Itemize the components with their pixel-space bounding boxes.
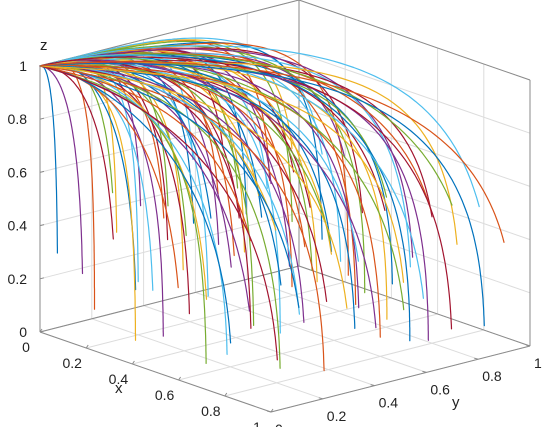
floor-grid-line bbox=[91, 318, 323, 400]
floor-grid-line bbox=[247, 278, 479, 360]
x-tick-mark bbox=[85, 344, 89, 349]
z-tick-mark bbox=[39, 330, 45, 333]
wall-grid-line bbox=[298, 212, 531, 294]
y-tick-mark bbox=[370, 384, 375, 387]
box-edge bbox=[298, 0, 531, 81]
z-tick-label: 0.2 bbox=[8, 271, 28, 287]
floor-grid-line bbox=[132, 297, 392, 365]
wall-grid-line bbox=[39, 212, 300, 280]
wall-grid-line bbox=[298, 105, 531, 187]
z-tick-mark bbox=[39, 170, 45, 173]
x-axis-line bbox=[39, 331, 272, 413]
x-tick-label: 0 bbox=[22, 339, 30, 355]
x-tick-mark bbox=[131, 360, 135, 365]
y-tick-label: 1 bbox=[534, 355, 542, 371]
trajectory-line bbox=[40, 59, 118, 233]
trajectory-line bbox=[40, 65, 348, 309]
box-edge bbox=[298, 265, 531, 347]
y-tick-label: 0.2 bbox=[327, 408, 347, 424]
y-axis-line bbox=[270, 345, 531, 413]
z-axis-label: z bbox=[40, 37, 48, 54]
wall-grid-line bbox=[298, 52, 531, 134]
y-tick-mark bbox=[266, 410, 272, 413]
trajectory-line bbox=[39, 62, 220, 245]
x-tick-mark bbox=[224, 392, 228, 397]
axes-frame bbox=[39, 0, 531, 413]
z-tick-label: 0.6 bbox=[8, 164, 28, 180]
floor-grid-line bbox=[178, 313, 438, 381]
x-tick-label: 0.4 bbox=[109, 371, 129, 387]
y-tick-mark bbox=[474, 357, 479, 360]
floor-grid-line bbox=[195, 291, 427, 373]
y-axis-label: y bbox=[452, 394, 460, 411]
z-tick-mark bbox=[39, 277, 45, 280]
z-tick-label: 1 bbox=[19, 58, 27, 74]
tick-labels: 0 0.2 0.4 0.6 0.8 1 0 0.2 0.4 0.6 0.8 1 0 0.2 0.4 0.6 0.… bbox=[8, 58, 542, 427]
x-tick-label: 0.8 bbox=[201, 403, 221, 419]
z-tick-mark bbox=[39, 224, 45, 227]
trajectory-line bbox=[40, 61, 505, 243]
x-tick-mark bbox=[270, 408, 274, 413]
trajectory-line bbox=[39, 65, 84, 275]
trajectory-line bbox=[41, 62, 96, 310]
x-tick-label: 0.6 bbox=[155, 387, 175, 403]
z-tick-mark bbox=[39, 117, 45, 120]
y-tick-label: 0.4 bbox=[379, 395, 399, 411]
wall-grid-line bbox=[298, 159, 531, 241]
z-tick-label: 0 bbox=[19, 324, 27, 340]
x-tick-mark bbox=[178, 376, 182, 381]
floor-grid-line bbox=[143, 305, 375, 387]
z-tick-label: 0.4 bbox=[8, 218, 28, 234]
y-tick-label: 0.6 bbox=[430, 381, 450, 397]
y-tick-label: 0.8 bbox=[482, 368, 502, 384]
y-tick-mark bbox=[318, 397, 323, 400]
y-tick-mark bbox=[422, 370, 427, 373]
floor-grid-line bbox=[86, 281, 346, 349]
x-tick-label: 0.2 bbox=[62, 355, 82, 371]
z-tick-label: 0.8 bbox=[8, 111, 28, 127]
x-axis-label: x bbox=[115, 380, 123, 397]
trajectories bbox=[39, 37, 505, 372]
x-tick-label: 1 bbox=[253, 419, 261, 427]
y-tick-label: 0 bbox=[275, 421, 283, 427]
axis-labels: x y z bbox=[40, 37, 460, 411]
floor-grid-line bbox=[224, 329, 484, 397]
box-edge bbox=[39, 265, 300, 333]
y-tick-mark bbox=[525, 344, 531, 347]
